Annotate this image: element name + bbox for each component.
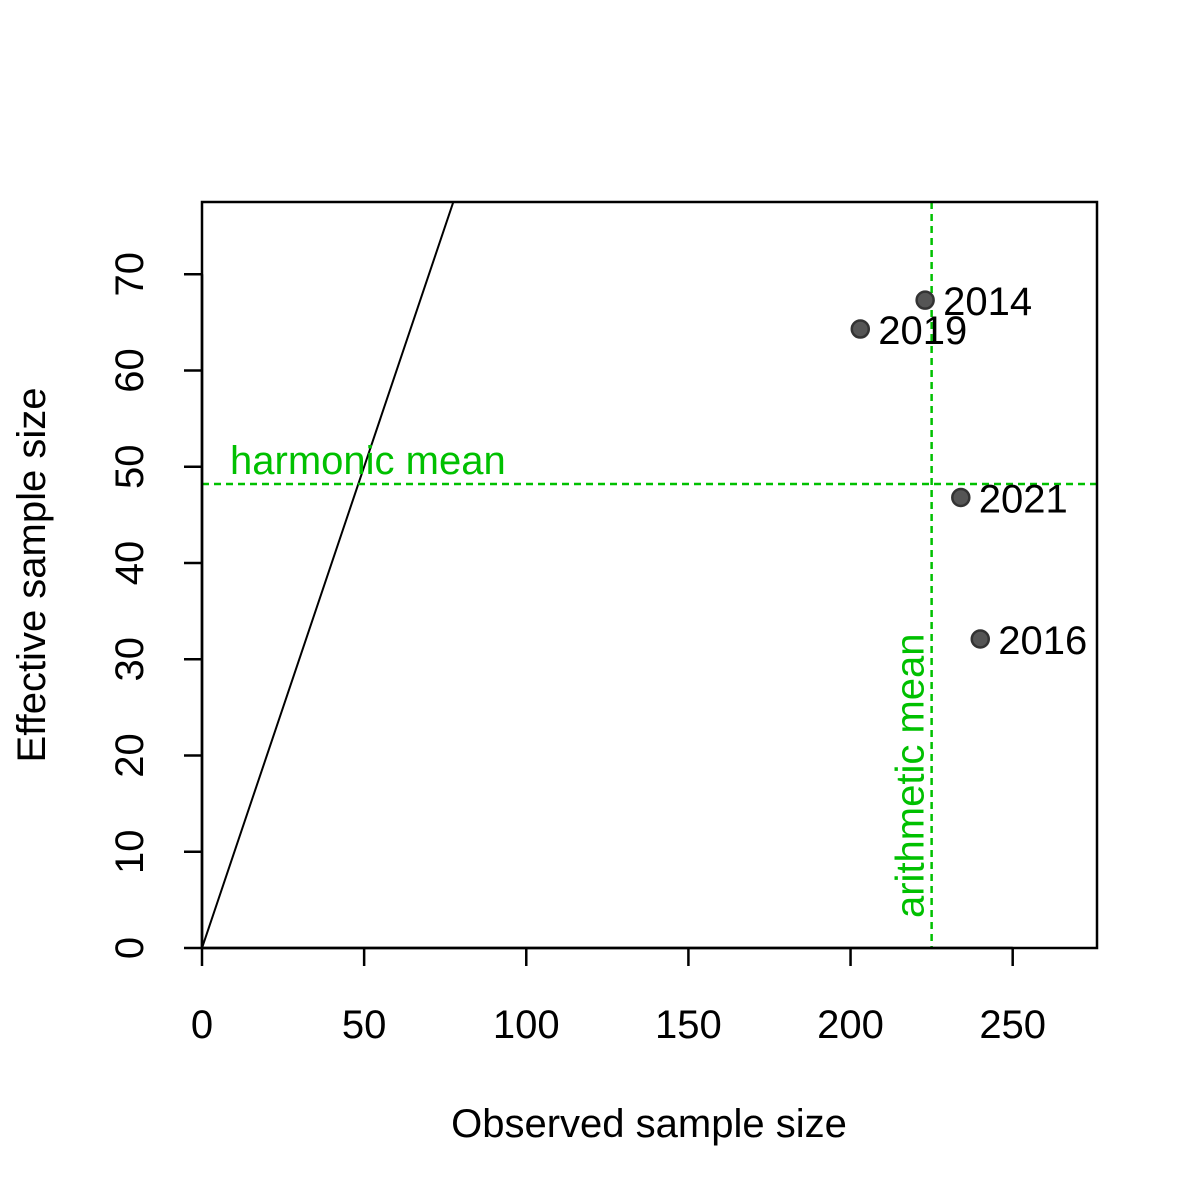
point-label-2021: 2021 <box>979 478 1068 522</box>
y-tick-label: 10 <box>108 829 152 874</box>
y-tick-label: 60 <box>108 348 152 393</box>
arithmetic-mean-label: arithmetic mean <box>889 633 933 918</box>
data-point-2021 <box>951 487 971 508</box>
point-label-2019: 2019 <box>878 309 967 353</box>
y-tick-label: 20 <box>108 733 152 778</box>
data-point-2016 <box>970 629 991 649</box>
data-point-2014 <box>915 290 935 310</box>
y-axis-title: Effective sample size <box>10 388 54 763</box>
point-label-2014: 2014 <box>943 280 1032 324</box>
y-axis: 0 10 20 30 40 50 60 70 <box>108 252 204 959</box>
x-axis: 0 50 100 150 200 250 <box>191 946 1046 1047</box>
data-point-2019 <box>850 319 871 339</box>
x-tick-label: 50 <box>342 1003 387 1047</box>
x-tick-label: 0 <box>191 1003 213 1047</box>
y-tick-label: 0 <box>108 937 152 959</box>
y-tick-label: 30 <box>108 637 152 682</box>
point-label-2016: 2016 <box>998 619 1087 663</box>
x-tick-label: 100 <box>493 1003 560 1047</box>
y-tick-label: 70 <box>108 252 152 297</box>
harmonic-mean-label: harmonic mean <box>230 439 506 483</box>
x-tick-label: 250 <box>979 1003 1046 1047</box>
identity-line <box>202 202 455 948</box>
y-tick-label: 40 <box>108 541 152 586</box>
x-tick-label: 150 <box>655 1003 722 1047</box>
y-tick-label: 50 <box>108 444 152 489</box>
x-axis-title: Observed sample size <box>451 1102 847 1146</box>
x-tick-label: 200 <box>817 1003 884 1047</box>
